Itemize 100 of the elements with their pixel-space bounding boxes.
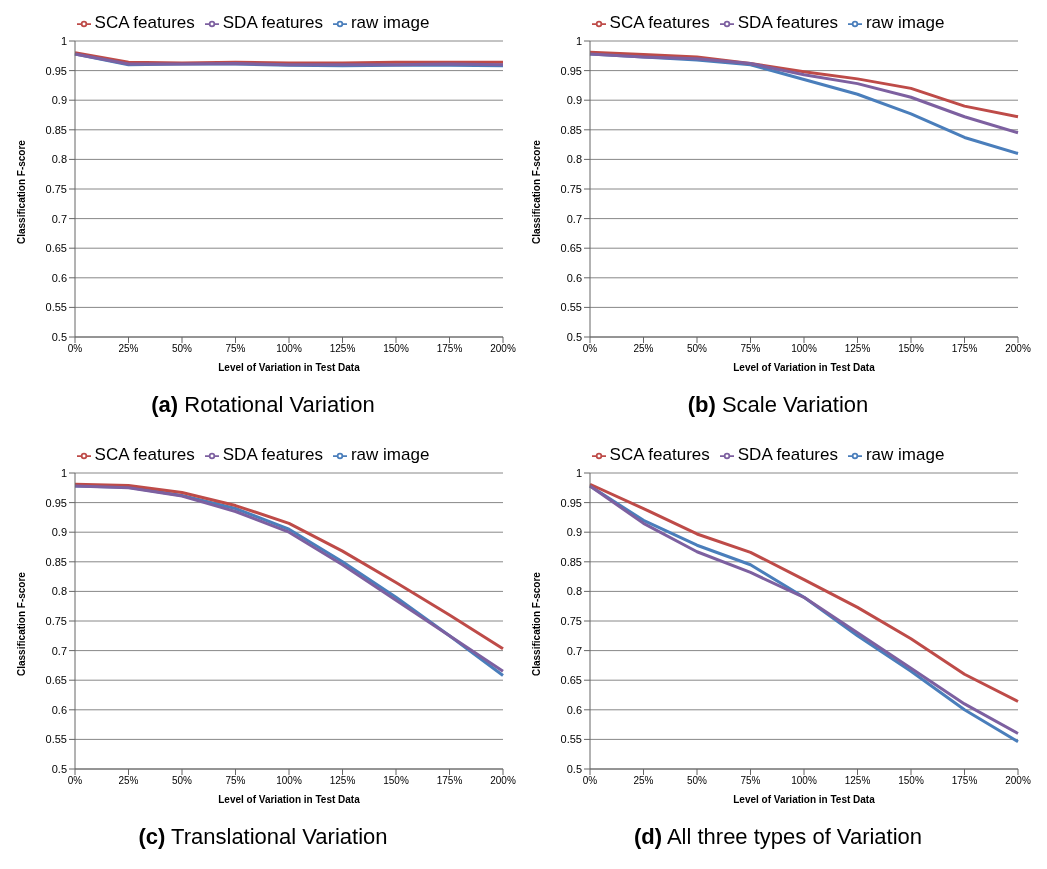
y-tick-label: 0.75 (560, 182, 582, 195)
x-tick-label: 175% (951, 343, 978, 355)
y-tick-label: 1 (575, 466, 582, 479)
y-tick-label: 0.9 (51, 526, 67, 539)
x-tick-label: 125% (844, 343, 871, 355)
x-tick-label: 0% (582, 775, 598, 787)
x-tick-label: 25% (118, 775, 139, 787)
x-axis-title: Level of Variation in Test Data (733, 794, 876, 805)
x-tick-label: 50% (171, 343, 193, 355)
legend-label: raw image (350, 13, 430, 32)
x-tick-label: 150% (898, 775, 924, 787)
x-tick-label: 200% (490, 775, 516, 787)
y-tick-label: 0.5 (51, 762, 67, 775)
legend-label: SDA features (737, 445, 838, 464)
y-axis-title: Classification F-score (15, 571, 27, 676)
y-tick-label: 0.6 (566, 703, 582, 716)
y-tick-label: 1 (60, 466, 67, 479)
y-tick-label: 0.55 (45, 733, 67, 746)
x-tick-label: 100% (276, 343, 302, 355)
text: (d) All three types of Variation (632, 824, 924, 850)
y-tick-label: 0.95 (560, 496, 582, 509)
x-tick-label: 50% (686, 775, 708, 787)
x-tick-label: 175% (951, 775, 978, 787)
y-tick-label: 0.95 (45, 64, 67, 77)
x-tick-label: 75% (740, 775, 761, 787)
y-tick-label: 0.8 (51, 585, 67, 598)
y-tick-label: 0.5 (566, 330, 582, 343)
x-tick-label: 150% (383, 343, 409, 355)
x-tick-label: 200% (1005, 343, 1031, 355)
y-tick-label: 0.65 (560, 674, 582, 687)
y-tick-label: 0.95 (45, 496, 67, 509)
y-tick-label: 0.7 (51, 212, 67, 225)
x-tick-label: 100% (276, 775, 302, 787)
y-tick-label: 0.6 (51, 271, 67, 284)
y-tick-label: 0.65 (560, 242, 582, 255)
legend-label: SCA features (609, 13, 710, 32)
y-tick-label: 0.7 (51, 644, 67, 657)
y-tick-label: 0.9 (566, 94, 582, 107)
x-tick-label: 125% (844, 775, 871, 787)
x-tick-label: 100% (791, 775, 817, 787)
legend-label: raw image (350, 445, 430, 464)
y-tick-label: 0.55 (560, 301, 582, 314)
x-axis-title: Level of Variation in Test Data (218, 362, 361, 373)
x-tick-label: 25% (633, 343, 654, 355)
y-tick-label: 0.85 (560, 555, 582, 568)
y-tick-label: 0.8 (566, 153, 582, 166)
text: (c) Translational Variation (137, 824, 389, 850)
y-tick-label: 0.85 (45, 555, 67, 568)
x-tick-label: 75% (740, 343, 761, 355)
x-tick-label: 75% (225, 343, 246, 355)
y-tick-label: 0.7 (566, 212, 582, 225)
x-tick-label: 0% (67, 775, 83, 787)
x-tick-label: 100% (791, 343, 817, 355)
y-axis-title: Classification F-score (15, 139, 27, 244)
y-axis-title: Classification F-score (530, 139, 542, 244)
x-tick-label: 175% (436, 343, 463, 355)
y-tick-label: 0.55 (560, 733, 582, 746)
x-tick-label: 50% (171, 775, 193, 787)
text: (a) Rotational Variation (150, 392, 376, 418)
x-tick-label: 0% (67, 343, 83, 355)
y-tick-label: 0.75 (560, 614, 582, 627)
legend-label: SCA features (609, 445, 710, 464)
y-tick-label: 0.5 (566, 762, 582, 775)
y-tick-label: 0.7 (566, 644, 582, 657)
y-tick-label: 0.65 (45, 674, 67, 687)
x-tick-label: 175% (436, 775, 463, 787)
y-tick-label: 0.6 (566, 271, 582, 284)
x-tick-label: 75% (225, 775, 246, 787)
y-tick-label: 0.75 (45, 614, 67, 627)
y-tick-label: 0.95 (560, 64, 582, 77)
y-tick-label: 0.9 (566, 526, 582, 539)
x-axis-title: Level of Variation in Test Data (733, 362, 876, 373)
legend-label: raw image (865, 445, 945, 464)
x-tick-label: 200% (1005, 775, 1031, 787)
y-tick-label: 0.6 (51, 703, 67, 716)
x-tick-label: 150% (383, 775, 409, 787)
x-tick-label: 125% (329, 775, 356, 787)
y-tick-label: 0.5 (51, 330, 67, 343)
y-tick-label: 0.8 (566, 585, 582, 598)
x-tick-label: 0% (582, 343, 598, 355)
legend-label: SDA features (222, 13, 323, 32)
x-tick-label: 200% (490, 343, 516, 355)
legend-label: SCA features (94, 13, 195, 32)
x-axis-title: Level of Variation in Test Data (218, 794, 361, 805)
legend-label: SCA features (94, 445, 195, 464)
y-tick-label: 0.9 (51, 94, 67, 107)
x-tick-label: 50% (686, 343, 708, 355)
text: (b) Scale Variation (686, 392, 870, 418)
y-tick-label: 0.85 (560, 123, 582, 136)
y-axis-title: Classification F-score (530, 571, 542, 676)
y-tick-label: 0.85 (45, 123, 67, 136)
y-tick-label: 0.75 (45, 182, 67, 195)
legend-label: SDA features (737, 13, 838, 32)
legend-label: raw image (865, 13, 945, 32)
y-tick-label: 1 (575, 34, 582, 47)
legend-label: SDA features (222, 445, 323, 464)
x-tick-label: 150% (898, 343, 924, 355)
x-tick-label: 125% (329, 343, 356, 355)
y-tick-label: 0.55 (45, 301, 67, 314)
y-tick-label: 1 (60, 34, 67, 47)
